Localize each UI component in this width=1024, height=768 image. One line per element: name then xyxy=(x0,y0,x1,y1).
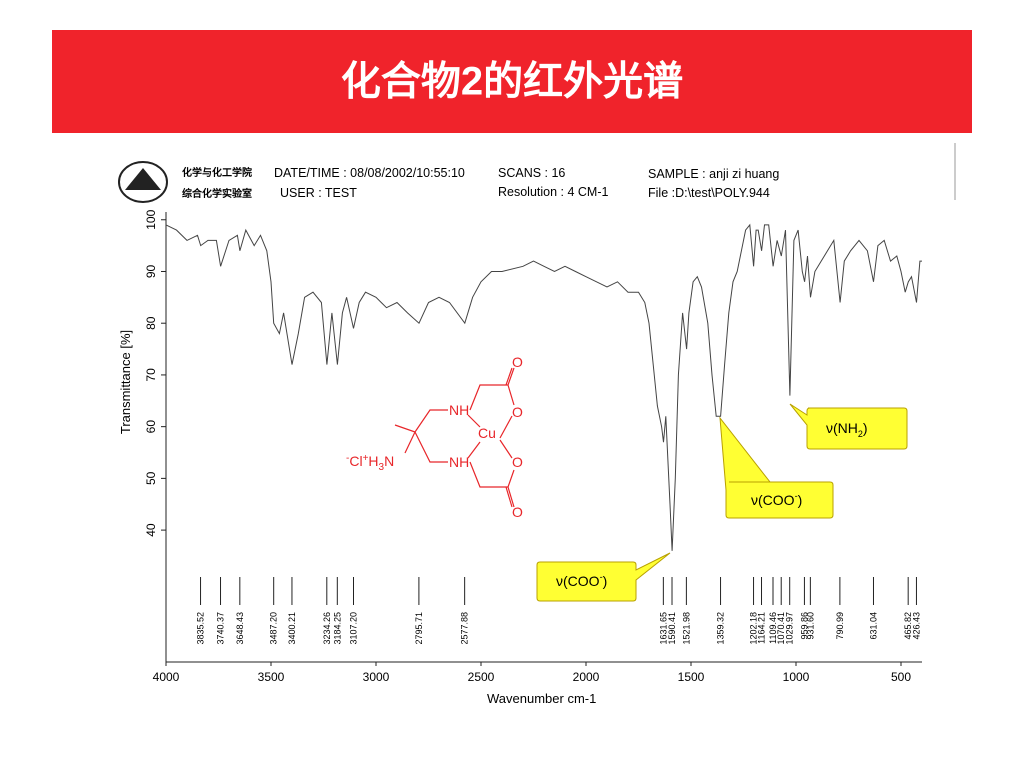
callout-text: ν(NH2) xyxy=(826,420,868,439)
institute: 综合化学实验室 xyxy=(182,187,252,200)
peak-label: 1631.65 xyxy=(658,612,668,645)
atom: Cl xyxy=(349,453,362,469)
peak-label: 1070.41 xyxy=(776,612,786,645)
y-tick-label: 50 xyxy=(144,471,158,485)
callout-box xyxy=(536,552,671,602)
peak-label: 3648.43 xyxy=(235,612,245,645)
peak-label: 3487.20 xyxy=(269,612,279,645)
peak-label: 1029.97 xyxy=(785,612,795,645)
peak-label: 465.82 xyxy=(903,612,913,640)
datetime: DATE/TIME : 08/08/2002/10:55:10 xyxy=(274,166,465,180)
peak-label: 3400.21 xyxy=(287,612,297,645)
x-axis-label: Wavenumber cm-1 xyxy=(487,691,596,706)
x-tick-label: 1000 xyxy=(783,670,810,684)
charge: - xyxy=(346,453,349,464)
peak-label: 2577.88 xyxy=(460,612,470,645)
atom: H xyxy=(368,453,378,469)
peak-label: 790.99 xyxy=(835,612,845,640)
peak-label: 1521.98 xyxy=(681,612,691,645)
peak-label: 426.43 xyxy=(911,612,921,640)
y-tick-label: 90 xyxy=(144,264,158,278)
charge: + xyxy=(363,453,369,464)
callout-part: - xyxy=(600,572,603,582)
y-tick-label: 60 xyxy=(144,420,158,434)
peak-label: 631.04 xyxy=(868,612,878,640)
atom: N xyxy=(384,453,394,469)
atom: O xyxy=(512,454,523,470)
callout-part: ν(NH xyxy=(826,420,858,436)
scans: SCANS : 16 xyxy=(498,166,565,180)
callout-box xyxy=(719,416,834,519)
user: USER : TEST xyxy=(280,186,357,200)
y-tick-label: 40 xyxy=(144,523,158,537)
atom: O xyxy=(512,504,523,520)
peak-label: 3184.25 xyxy=(332,612,342,645)
title-banner xyxy=(52,30,972,133)
callout-part: ν(COO xyxy=(751,492,795,508)
subscript: 3 xyxy=(379,462,385,473)
atom: NH xyxy=(449,402,469,418)
y-tick-label: 80 xyxy=(144,316,158,330)
slide-title: 化合物2的红外光谱 xyxy=(341,60,683,104)
callout-text: ν(COO-) xyxy=(556,572,607,589)
callout-text: ν(COO-) xyxy=(751,491,802,508)
atom: O xyxy=(512,404,523,420)
callout-part: ν(COO xyxy=(556,573,600,589)
peak-label: 3835.52 xyxy=(196,612,206,645)
y-tick-label: 100 xyxy=(144,209,158,229)
sample: SAMPLE : anji zi huang xyxy=(648,167,779,181)
x-tick-label: 2500 xyxy=(468,670,495,684)
callout-part: ) xyxy=(798,492,803,508)
x-tick-label: 3000 xyxy=(363,670,390,684)
x-tick-label: 4000 xyxy=(153,670,180,684)
y-axis-label: Transmittance [%] xyxy=(118,330,133,434)
bonds xyxy=(394,367,515,508)
peak-label: 1164.21 xyxy=(757,612,767,644)
peak-label: 1590.41 xyxy=(667,612,677,645)
structure: O NH O Cu NH O O -Cl+H3N xyxy=(346,354,523,520)
institute: 化学与化工学院 xyxy=(182,166,252,179)
spectrum-line xyxy=(165,223,922,551)
peak-label: 3107.20 xyxy=(348,612,358,645)
y-tick-label: 70 xyxy=(144,368,158,382)
x-tick-label: 2000 xyxy=(573,670,600,684)
callout-box xyxy=(789,403,908,450)
salt: -Cl+H3N xyxy=(346,453,394,473)
logo xyxy=(118,161,168,203)
callout-part: 2 xyxy=(858,429,863,439)
atom: O xyxy=(512,354,523,370)
atom: NH xyxy=(449,454,469,470)
peak-label: 1359.32 xyxy=(716,612,726,645)
peak-label: 3740.37 xyxy=(216,612,226,645)
x-tick-label: 1500 xyxy=(678,670,705,684)
resolution: Resolution : 4 CM-1 xyxy=(498,185,609,199)
x-tick-label: 3500 xyxy=(258,670,285,684)
atom: Cu xyxy=(478,425,496,441)
callout-part: ) xyxy=(603,573,608,589)
peak-label: 3234.26 xyxy=(322,612,332,645)
peak-label: 1109.46 xyxy=(768,612,778,644)
peak-label: 959.86 xyxy=(799,612,809,640)
file: File :D:\test\POLY.944 xyxy=(648,186,770,200)
callout-part: - xyxy=(795,491,798,501)
x-tick-label: 500 xyxy=(891,670,911,684)
callout-part: ) xyxy=(863,420,868,436)
callouts: ν(NH2) ν(COO-) ν(COO-) xyxy=(536,403,908,602)
peak-label: 2795.71 xyxy=(414,612,424,645)
peak-label: 931.60 xyxy=(805,612,815,640)
peak-label: 1202.18 xyxy=(749,612,759,645)
logo-mark xyxy=(125,168,161,190)
